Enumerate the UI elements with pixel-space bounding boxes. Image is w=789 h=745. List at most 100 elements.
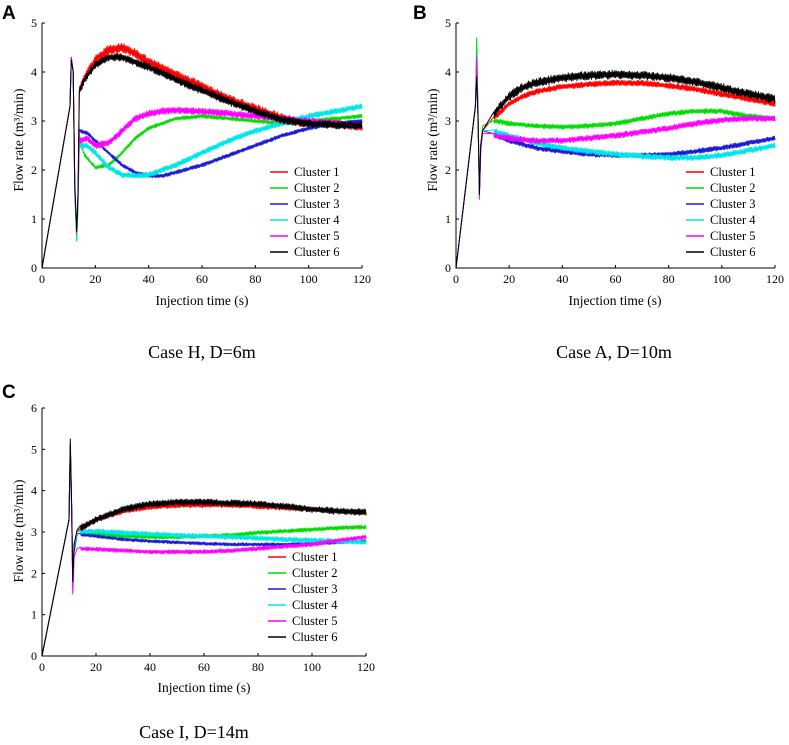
- series-line-c-cluster-5: [41, 444, 367, 657]
- x-tick-label: 80: [249, 272, 261, 286]
- legend-label: Cluster 6: [710, 245, 755, 259]
- legend-item-a-cluster-6: Cluster 6: [270, 245, 339, 259]
- legend-label: Cluster 3: [710, 197, 755, 211]
- legend-label: Cluster 5: [710, 229, 755, 243]
- series-line-c-cluster-4: [41, 444, 367, 657]
- series-line-a-cluster-3: [41, 56, 363, 269]
- x-axis-title-b: Injection time (s): [569, 293, 662, 308]
- series-line-b-cluster-2: [455, 37, 776, 269]
- y-tick-label: 4: [445, 65, 451, 79]
- caption-c: Case I, D=14m: [139, 722, 249, 742]
- legend-item-b-cluster-2: Cluster 2: [686, 181, 755, 195]
- series-line-b-cluster-5: [455, 56, 776, 269]
- caption-b: Case A, D=10m: [556, 342, 672, 362]
- panel-c: C 0 20 40 60 80 100 120 0 1 2 3 4 5 6 Injection time …: [2, 382, 375, 742]
- y-tick-label: 2: [31, 163, 37, 177]
- x-tick-label: 0: [39, 272, 45, 286]
- x-tick-label: 120: [357, 660, 375, 674]
- legend-item-b-cluster-5: Cluster 5: [686, 229, 755, 243]
- legend-item-c-cluster-2: Cluster 2: [268, 566, 337, 580]
- caption-a: Case H, D=6m: [148, 342, 256, 362]
- legend-label: Cluster 4: [294, 213, 340, 227]
- legend-label: Cluster 5: [292, 614, 337, 628]
- x-tick-label: 80: [252, 660, 264, 674]
- x-tick-label: 20: [90, 660, 102, 674]
- y-tick-label: 0: [31, 649, 37, 663]
- y-axis-title-c: Flow rate (m³/min): [11, 479, 26, 582]
- legend-item-a-cluster-5: Cluster 5: [270, 229, 339, 243]
- panel-a: A 0 20 40 60 80 100 120 0 1 2 3 4 5 Injection time (…: [2, 3, 371, 362]
- legend-item-a-cluster-1: Cluster 1: [270, 165, 339, 179]
- y-tick-label: 5: [445, 16, 451, 30]
- y-tick-label: 0: [445, 261, 451, 275]
- series-line-a-cluster-4: [41, 56, 363, 269]
- panel-b: B 0 20 40 60 80 100 120 0 1 2 3 4 5 Injection time (…: [413, 3, 784, 362]
- x-tick-label: 20: [503, 272, 515, 286]
- legend-label: Cluster 2: [292, 566, 337, 580]
- x-tick-label: 40: [144, 660, 156, 674]
- series-line-b-cluster-4: [455, 56, 776, 269]
- x-tick-label: 20: [89, 272, 101, 286]
- x-tick-label: 60: [196, 272, 208, 286]
- x-tick-label: 100: [300, 272, 318, 286]
- x-tick-label: 40: [556, 272, 568, 286]
- legend-label: Cluster 3: [292, 582, 337, 596]
- legend-item-a-cluster-2: Cluster 2: [270, 181, 339, 195]
- x-tick-label: 100: [713, 272, 731, 286]
- x-tick-label: 60: [198, 660, 210, 674]
- panel-letter-b: B: [413, 3, 427, 24]
- y-tick-label: 4: [31, 484, 37, 498]
- y-tick-label: 6: [31, 401, 37, 415]
- legend-label: Cluster 5: [294, 229, 339, 243]
- x-tick-label: 60: [610, 272, 622, 286]
- x-axis-title-c: Injection time (s): [158, 680, 251, 695]
- legend-item-c-cluster-5: Cluster 5: [268, 614, 337, 628]
- legend-label: Cluster 6: [294, 245, 339, 259]
- legend-label: Cluster 2: [710, 181, 755, 195]
- panel-letter-a: A: [2, 3, 16, 24]
- y-tick-label: 0: [31, 261, 37, 275]
- legend-item-c-cluster-1: Cluster 1: [268, 550, 337, 564]
- x-tick-label: 0: [39, 660, 45, 674]
- x-tick-label: 0: [453, 272, 459, 286]
- series-line-b-cluster-6: [455, 69, 776, 269]
- y-tick-label: 3: [31, 114, 37, 128]
- y-tick-label: 4: [31, 65, 37, 79]
- series-line-c-cluster-6: [41, 438, 367, 657]
- x-axis-title-a: Injection time (s): [156, 293, 249, 308]
- y-tick-label: 3: [445, 114, 451, 128]
- legend-item-b-cluster-3: Cluster 3: [686, 197, 755, 211]
- y-tick-label: 3: [31, 525, 37, 539]
- x-tick-label: 80: [663, 272, 675, 286]
- y-tick-label: 2: [445, 163, 451, 177]
- x-tick-label: 120: [353, 272, 371, 286]
- legend-label: Cluster 3: [294, 197, 339, 211]
- y-tick-label: 5: [31, 442, 37, 456]
- panel-letter-c: C: [2, 382, 16, 403]
- legend-item-b-cluster-4: Cluster 4: [686, 213, 756, 227]
- x-tick-label: 40: [143, 272, 155, 286]
- legend-label: Cluster 1: [710, 165, 755, 179]
- legend-label: Cluster 1: [292, 550, 337, 564]
- y-tick-label: 1: [31, 212, 37, 226]
- legend-label: Cluster 1: [294, 165, 339, 179]
- y-tick-label: 1: [445, 212, 451, 226]
- legend-label: Cluster 4: [292, 598, 338, 612]
- legend-label: Cluster 6: [292, 630, 337, 644]
- legend-item-b-cluster-6: Cluster 6: [686, 245, 755, 259]
- legend-item-c-cluster-6: Cluster 6: [268, 630, 337, 644]
- legend-label: Cluster 2: [294, 181, 339, 195]
- y-axis-title-a: Flow rate (m³/min): [11, 88, 26, 191]
- legend-label: Cluster 4: [710, 213, 756, 227]
- legend-item-a-cluster-3: Cluster 3: [270, 197, 339, 211]
- x-tick-label: 120: [766, 272, 784, 286]
- legend-item-c-cluster-4: Cluster 4: [268, 598, 338, 612]
- legend-item-c-cluster-3: Cluster 3: [268, 582, 337, 596]
- x-tick-label: 100: [303, 660, 321, 674]
- y-tick-label: 2: [31, 566, 37, 580]
- series-line-b-cluster-1: [455, 56, 776, 269]
- y-tick-label: 1: [31, 608, 37, 622]
- series-line-a-cluster-6: [41, 53, 363, 269]
- legend-item-b-cluster-1: Cluster 1: [686, 165, 755, 179]
